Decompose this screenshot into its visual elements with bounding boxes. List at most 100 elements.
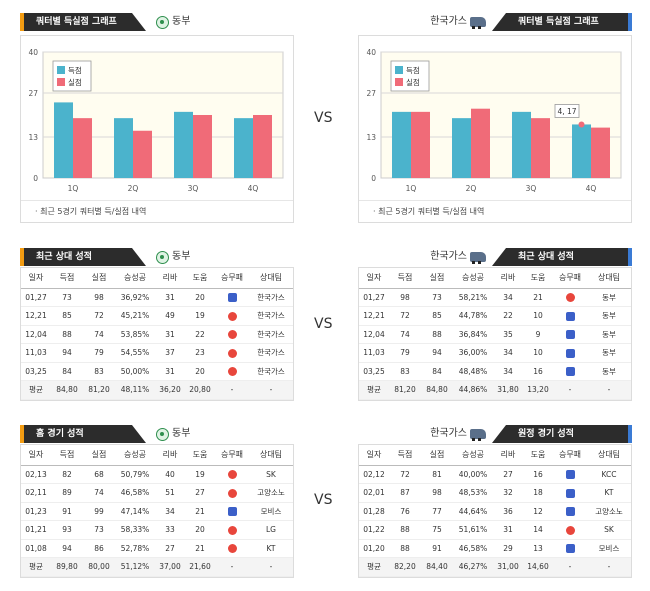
table-cell: 36 [493, 502, 523, 521]
table-cell: 94 [421, 343, 453, 363]
average-cell: 51,12% [115, 557, 155, 577]
bar-score[interactable] [54, 102, 73, 178]
average-row: 평균 82,20 84,40 46,27% 31,00 14,60- - [359, 557, 631, 577]
bar-lose[interactable] [531, 118, 550, 178]
table-cell: 89 [51, 483, 83, 503]
table-cell: 73 [51, 288, 83, 307]
table-row: 02,13 82 68 50,79% 40 19 SK [21, 465, 293, 484]
lose-icon [227, 507, 237, 516]
table-cell: 31 [493, 520, 523, 540]
table-cell: 12,21 [21, 306, 51, 326]
table-cell: 85 [421, 306, 453, 326]
bar-score[interactable] [234, 118, 253, 178]
lose-icon [565, 348, 575, 358]
table-cell: 01,27 [359, 288, 389, 307]
legend-label: 득점 [68, 65, 82, 75]
table-cell: 51 [155, 483, 185, 503]
vs-label-3: VS [314, 492, 333, 508]
table-cell: SK [587, 520, 631, 540]
bar-lose[interactable] [411, 111, 430, 178]
legend-label: 실점 [406, 77, 420, 87]
table-cell: 34 [493, 362, 523, 381]
average-cell: 21,60 [185, 557, 215, 577]
table-cell: 72 [83, 306, 115, 326]
bar-lose[interactable] [73, 118, 92, 178]
table-cell: 11,03 [359, 343, 389, 363]
column-header: 리바 [493, 445, 523, 466]
column-header: 승성공 [453, 268, 493, 289]
average-cell: 81,20 [389, 380, 421, 400]
table-cell: 한국가스 [249, 362, 293, 381]
x-tick-label: 2Q [466, 184, 477, 193]
table-cell: 72 [389, 306, 421, 326]
table-cell: 20 [185, 288, 215, 307]
table-cell: 동부 [587, 343, 631, 363]
result-cell [215, 288, 249, 307]
average-cell: 48,11% [115, 380, 155, 400]
table-cell: 10 [523, 343, 553, 363]
column-header: 득점 [51, 268, 83, 289]
table-cell: 31 [155, 288, 185, 307]
table-cell: 73 [421, 288, 453, 307]
average-row: 평균 81,20 84,80 44,86% 31,80 13,20- - [359, 380, 631, 400]
bar-score[interactable] [572, 124, 591, 178]
bar-lose[interactable] [471, 108, 490, 178]
y-tick-label: 0 [371, 174, 376, 183]
column-header: 상대팀 [587, 445, 631, 466]
table-cell: 51,61% [453, 520, 493, 540]
table-cell: 54,55% [115, 343, 155, 363]
bar-lose[interactable] [591, 127, 610, 178]
bar-lose[interactable] [253, 115, 272, 178]
left-recent-table: 일자 득점 실점 승성공 리바 도움 승무패 상대팀 01,27 73 98 36,92% 31 20 한국… [21, 268, 293, 400]
table-row: 12,04 74 88 36,84% 35 9 동부 [359, 325, 631, 344]
left-team-name: 동부 [172, 428, 191, 439]
right-recent-header: 한국가스 최근 상대 성적 [358, 248, 632, 266]
table-cell: 94 [51, 343, 83, 363]
bar-score[interactable] [174, 111, 193, 178]
table-cell: 35 [493, 325, 523, 344]
left-team-name: 동부 [172, 251, 191, 262]
bar-score[interactable] [392, 111, 411, 178]
average-cell: 14,60 [523, 557, 553, 577]
bar-score[interactable] [114, 118, 133, 178]
lose-icon [227, 293, 237, 302]
table-cell: 88 [421, 325, 453, 344]
y-tick-label: 13 [28, 133, 38, 142]
table-cell: 44,78% [453, 306, 493, 326]
bar-lose[interactable] [193, 115, 212, 178]
bar-lose[interactable] [133, 130, 152, 178]
left-team-label: 동부 [156, 13, 190, 31]
bar-score[interactable] [452, 118, 471, 178]
table-cell: 86 [83, 539, 115, 558]
right-chart-panel: 한국가스 쿼터별 득실점 그래프 0 13 27 40 1Q 2Q 3Q 4Q 득점 실점 4, 1… [358, 13, 632, 223]
bar-score[interactable] [512, 111, 531, 178]
left-home-tab: 홈 경기 성적 [20, 425, 146, 443]
vs-label-2: VS [314, 316, 333, 332]
result-cell [553, 325, 587, 344]
table-cell: 16 [523, 362, 553, 381]
right-team-name: 한국가스 [430, 428, 467, 439]
table-cell: 20 [185, 520, 215, 540]
average-cell: 13,20 [523, 380, 553, 400]
table-cell: 02,01 [359, 483, 389, 503]
table-cell: 76 [389, 502, 421, 521]
average-cell: 46,27% [453, 557, 493, 577]
dongbu-logo-icon [156, 427, 169, 441]
column-header: 상대팀 [587, 268, 631, 289]
table-cell: 98 [421, 483, 453, 503]
result-cell [553, 343, 587, 363]
table-row: 12,21 85 72 45,21% 49 19 한국가스 [21, 306, 293, 326]
table-cell: 한국가스 [249, 343, 293, 363]
result-cell [215, 343, 249, 363]
left-home-team: 동부 [156, 425, 190, 443]
kogas-logo-icon [470, 429, 486, 441]
column-header: 승무패 [553, 445, 587, 466]
table-cell: 82 [51, 465, 83, 484]
column-header: 승성공 [115, 445, 155, 466]
left-chart-note: · 최근 5경기 쿼터별 득/실점 내역 [21, 200, 293, 222]
result-cell [215, 362, 249, 381]
result-cell [553, 520, 587, 540]
table-cell: 44,64% [453, 502, 493, 521]
column-header: 리바 [155, 268, 185, 289]
